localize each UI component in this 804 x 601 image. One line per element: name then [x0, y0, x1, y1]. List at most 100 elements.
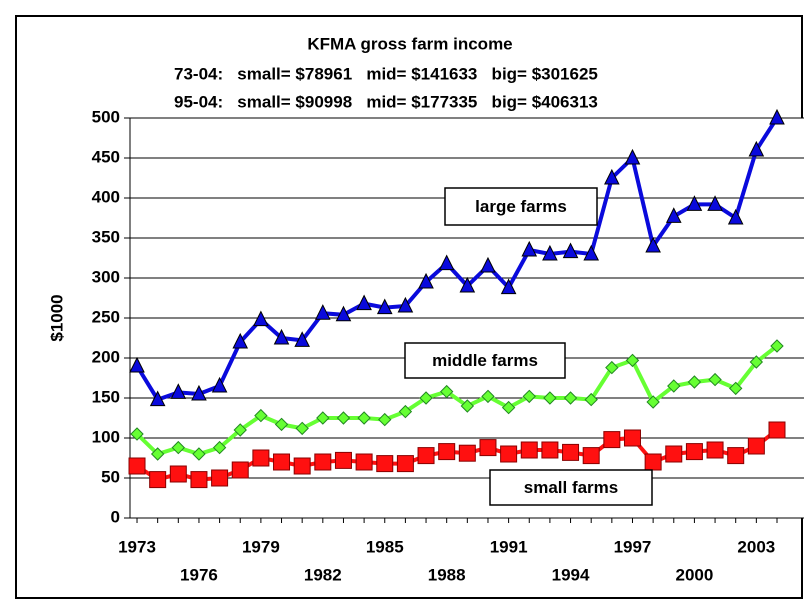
marker	[543, 391, 557, 405]
marker	[293, 457, 311, 475]
marker	[603, 431, 621, 449]
marker	[686, 195, 703, 211]
x-tick-label: 1985	[366, 537, 404, 556]
y-tick-label: 100	[92, 427, 120, 446]
marker	[334, 451, 352, 469]
marker	[170, 383, 187, 399]
marker	[150, 447, 165, 461]
y-tick-label: 50	[101, 467, 120, 486]
marker	[376, 455, 394, 473]
marker	[563, 391, 578, 405]
marker	[624, 148, 641, 165]
subtitle: 95-04: small= $90998 mid= $177335 big= $…	[174, 92, 598, 111]
marker	[149, 390, 166, 407]
marker	[604, 168, 620, 185]
marker	[252, 449, 270, 467]
marker	[747, 437, 765, 455]
marker	[501, 400, 516, 415]
marker	[438, 254, 455, 271]
marker	[376, 298, 393, 315]
marker	[129, 356, 145, 373]
marker	[149, 471, 167, 489]
y-tick-label: 200	[92, 347, 120, 366]
marker	[355, 453, 373, 471]
y-tick-label: 350	[92, 227, 120, 246]
subtitle: 73-04: small= $78961 mid= $141633 big= $…	[174, 64, 598, 83]
marker	[541, 441, 559, 459]
marker	[769, 108, 785, 125]
marker	[439, 384, 454, 399]
marker	[520, 441, 538, 459]
marker	[233, 423, 247, 437]
marker	[315, 304, 331, 320]
x-tick-label: 1997	[614, 537, 652, 556]
marker	[316, 411, 330, 425]
chart-title: KFMA gross farm income	[307, 34, 512, 53]
x-tick-label: 2000	[676, 565, 714, 584]
marker	[418, 272, 434, 289]
x-tick-label: 1973	[118, 537, 156, 556]
x-tick-label: 1982	[304, 565, 342, 584]
marker	[728, 381, 743, 396]
marker	[667, 379, 681, 393]
marker	[480, 256, 496, 273]
marker	[273, 453, 291, 471]
marker	[357, 411, 371, 425]
series-label-box	[444, 187, 598, 226]
marker	[542, 244, 558, 261]
marker	[687, 375, 702, 389]
marker	[481, 389, 495, 404]
marker	[274, 417, 289, 432]
marker	[253, 310, 269, 327]
marker	[605, 360, 619, 375]
marker	[582, 447, 600, 465]
marker	[727, 447, 745, 465]
x-tick-label: 1976	[180, 565, 218, 584]
marker	[500, 445, 518, 463]
x-tick-label: 1979	[242, 537, 280, 556]
marker	[419, 391, 433, 405]
marker	[645, 236, 661, 253]
marker	[231, 461, 249, 479]
marker	[522, 389, 536, 404]
marker	[128, 457, 146, 475]
marker	[685, 443, 703, 461]
marker	[378, 412, 392, 427]
marker	[583, 244, 600, 261]
marker	[708, 372, 722, 387]
x-tick-label: 1994	[552, 565, 590, 584]
x-tick-label: 1991	[490, 537, 528, 556]
marker	[748, 140, 765, 157]
marker	[336, 411, 351, 425]
marker	[479, 439, 497, 457]
marker	[706, 441, 724, 459]
x-tick-label: 1988	[428, 565, 466, 584]
x-tick-label: 2003	[737, 537, 775, 556]
marker	[190, 471, 208, 489]
series-label: middle farms	[432, 351, 538, 370]
y-tick-label: 250	[92, 307, 120, 326]
marker	[460, 399, 475, 413]
marker	[397, 296, 414, 313]
series-label: small farms	[524, 478, 619, 497]
marker	[211, 376, 228, 393]
marker	[458, 444, 476, 462]
marker	[314, 453, 332, 471]
marker	[398, 404, 413, 419]
marker	[130, 427, 144, 441]
y-tick-label: 400	[92, 187, 120, 206]
y-axis-label: $1000	[47, 294, 66, 341]
marker	[171, 440, 186, 455]
marker	[232, 332, 249, 349]
marker	[707, 195, 723, 211]
marker	[584, 392, 598, 407]
y-tick-label: 300	[92, 267, 120, 286]
marker	[665, 207, 682, 223]
marker	[665, 445, 683, 463]
series-label-box	[404, 342, 566, 379]
series-label: large farms	[475, 197, 567, 216]
marker	[356, 294, 372, 311]
marker	[562, 443, 580, 461]
marker	[625, 353, 640, 368]
